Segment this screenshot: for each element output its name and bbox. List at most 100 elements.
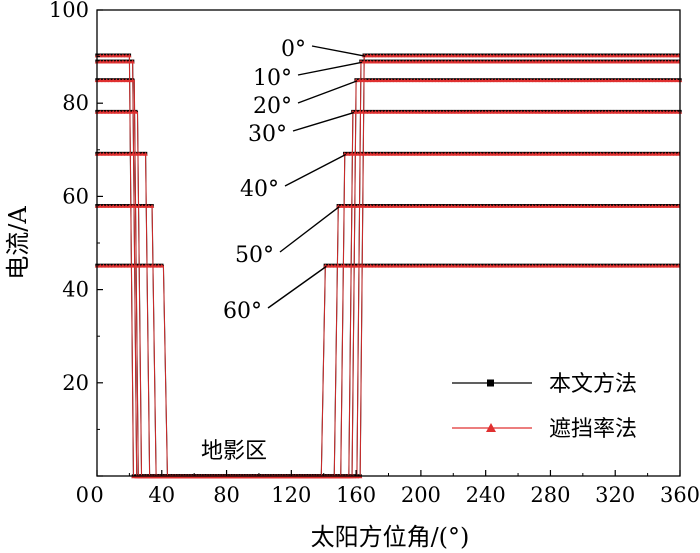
marker: [120, 263, 126, 268]
marker: [507, 263, 513, 268]
marker: [520, 53, 526, 58]
marker: [481, 53, 487, 58]
marker: [653, 53, 658, 58]
marker: [417, 204, 422, 208]
marker: [611, 53, 616, 58]
marker: [498, 263, 503, 268]
marker: [386, 78, 391, 83]
marker: [433, 59, 438, 64]
marker: [583, 78, 589, 83]
marker: [101, 151, 106, 156]
marker: [668, 109, 673, 114]
marker: [501, 204, 506, 208]
marker: [640, 151, 645, 156]
marker: [413, 53, 419, 58]
marker: [643, 59, 649, 64]
marker: [549, 263, 555, 268]
marker: [494, 263, 500, 268]
marker: [546, 59, 552, 64]
marker: [643, 263, 649, 268]
marker: [387, 59, 393, 64]
marker: [123, 78, 129, 83]
marker: [575, 151, 581, 156]
angle-leader-line: [284, 153, 347, 187]
marker: [410, 59, 415, 64]
marker: [553, 151, 558, 156]
marker: [394, 53, 399, 58]
x-tick-label: 320: [595, 483, 635, 507]
marker: [637, 53, 642, 58]
marker: [352, 263, 357, 268]
marker: [378, 53, 383, 58]
marker: [101, 53, 106, 58]
marker: [540, 263, 545, 268]
angle-leader-line: [311, 45, 366, 57]
marker: [501, 59, 506, 64]
marker: [472, 151, 477, 156]
marker: [622, 109, 628, 114]
marker: [426, 204, 432, 208]
marker: [430, 151, 435, 156]
marker: [332, 263, 338, 268]
marker: [140, 151, 145, 156]
marker: [149, 204, 155, 208]
marker: [143, 204, 148, 208]
marker: [399, 78, 404, 83]
marker: [349, 263, 354, 268]
marker: [536, 59, 542, 64]
marker: [117, 59, 122, 64]
marker: [671, 109, 676, 114]
marker: [533, 263, 539, 268]
marker: [637, 263, 642, 268]
marker: [473, 78, 479, 83]
marker: [548, 109, 553, 114]
marker: [426, 151, 432, 156]
marker: [114, 263, 119, 268]
marker: [491, 151, 496, 156]
marker: [423, 204, 428, 208]
marker: [439, 263, 445, 268]
marker: [381, 53, 386, 58]
marker: [426, 53, 432, 58]
marker: [436, 204, 441, 208]
marker: [556, 53, 561, 58]
marker: [133, 204, 139, 208]
marker: [653, 59, 658, 64]
marker: [538, 78, 543, 83]
marker: [339, 204, 344, 208]
marker: [465, 151, 471, 156]
marker: [391, 263, 396, 268]
marker: [387, 204, 393, 208]
marker: [441, 78, 446, 83]
marker: [643, 151, 649, 156]
marker: [527, 53, 532, 58]
marker: [514, 53, 519, 58]
marker: [601, 53, 607, 58]
marker: [394, 151, 399, 156]
marker: [381, 151, 386, 156]
marker: [674, 109, 679, 114]
marker: [648, 78, 654, 83]
marker: [664, 109, 670, 114]
marker: [640, 59, 645, 64]
marker: [527, 204, 532, 208]
marker: [459, 151, 464, 156]
marker: [442, 59, 448, 64]
marker: [545, 78, 550, 83]
marker: [549, 53, 555, 58]
marker: [504, 204, 509, 208]
marker: [472, 204, 477, 208]
marker: [514, 204, 519, 208]
marker: [603, 78, 608, 83]
marker: [519, 109, 524, 114]
marker: [625, 78, 631, 83]
marker: [541, 78, 547, 83]
marker: [554, 78, 560, 83]
marker: [575, 204, 581, 208]
marker: [425, 78, 430, 83]
marker: [389, 109, 394, 114]
marker: [140, 204, 145, 208]
marker: [533, 59, 539, 64]
marker: [630, 151, 636, 156]
marker: [572, 59, 577, 64]
